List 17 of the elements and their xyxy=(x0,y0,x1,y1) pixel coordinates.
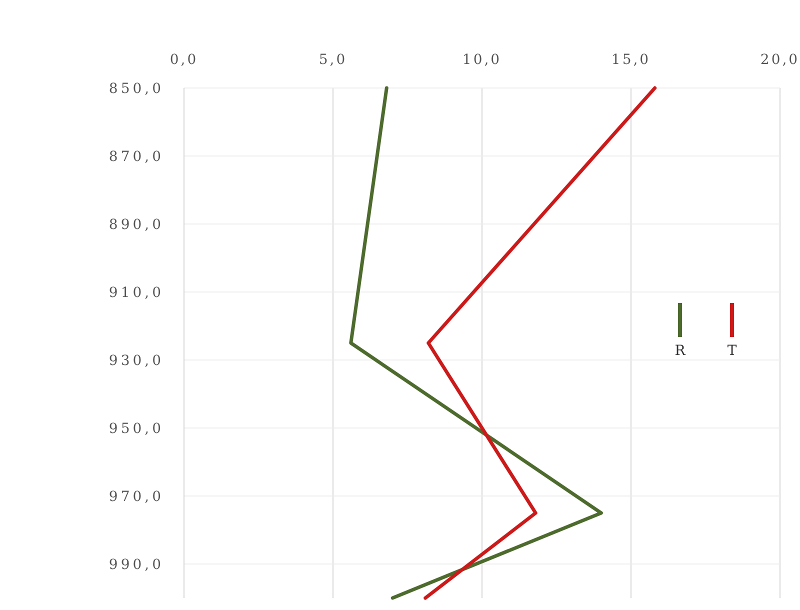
x-tick-label: 20,0 xyxy=(760,52,800,68)
y-tick-label: 930,0 xyxy=(108,353,164,369)
x-tick-label: 5,0 xyxy=(318,52,348,68)
line-series xyxy=(424,86,657,600)
x-tick-label: 0,0 xyxy=(170,52,198,68)
text: T xyxy=(727,343,738,359)
text: R xyxy=(674,343,686,359)
x-tick-label: 15,0 xyxy=(611,52,651,68)
y-tick-label: 870,0 xyxy=(108,149,164,165)
y-tick-label: 850,0 xyxy=(108,81,164,97)
y-tick-label: 890,0 xyxy=(108,217,164,233)
y-tick-label: 950,0 xyxy=(108,421,164,437)
y-tick-label: 970,0 xyxy=(108,489,164,505)
y-tick-label: 990,0 xyxy=(108,557,164,573)
x-tick-label: 10,0 xyxy=(462,52,502,68)
line-series xyxy=(349,86,603,600)
y-tick-label: 910,0 xyxy=(108,285,164,301)
